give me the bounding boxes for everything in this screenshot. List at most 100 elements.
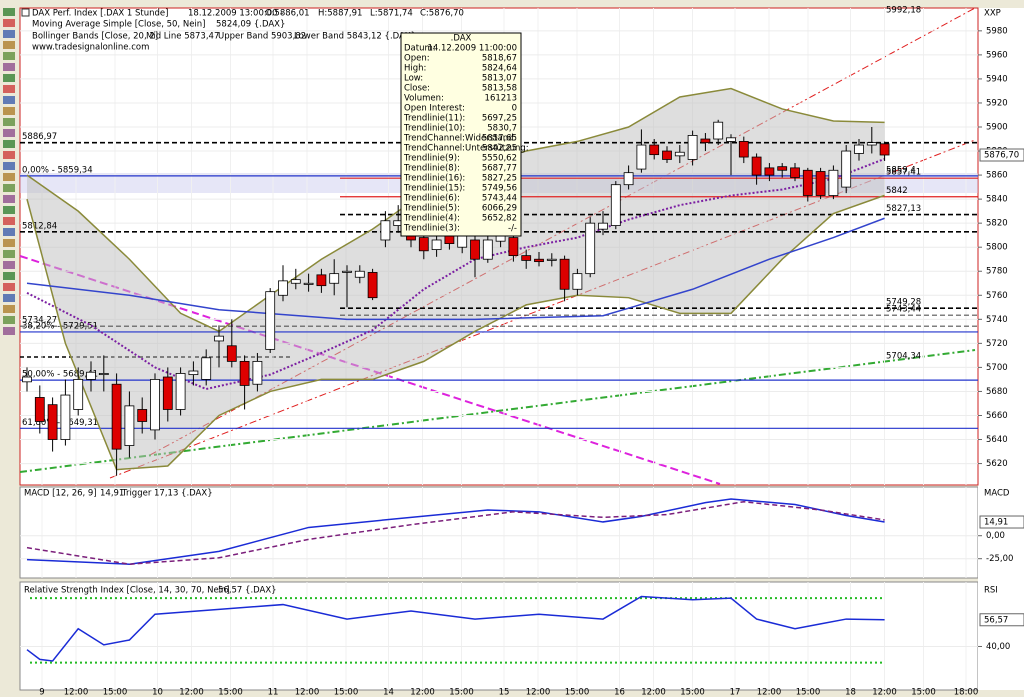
candle-body <box>278 280 288 296</box>
indicator-line <box>26 595 885 662</box>
price-tag <box>979 613 1024 627</box>
ma-label: Moving Average Simple [Close, 50, Nein] <box>32 20 206 30</box>
y-tick-label: 5660 <box>986 411 1008 421</box>
header: DAX Perf. Index [.DAX 1 Stunde] 18.12.20… <box>21 8 1010 596</box>
tooltip-key: Trendlinie(11): <box>403 114 465 124</box>
trend-channel-lower <box>109 139 976 479</box>
tool-icon <box>3 217 15 225</box>
macd-label: MACD [12, 26, 9] <box>24 489 97 499</box>
y-tick-label: 5980 <box>986 26 1008 36</box>
tool-icon <box>3 52 15 60</box>
header-ohlc: L:5871,74 <box>370 9 413 19</box>
tooltip-key: TrendChannel:Widerstand: <box>403 134 516 144</box>
website: www.tradesignalonline.com <box>32 43 149 53</box>
candle-body <box>572 273 583 290</box>
candle-body <box>662 150 672 160</box>
candle-body <box>623 172 634 186</box>
tooltip-value: 5813,58 <box>482 84 517 94</box>
candle-body <box>546 258 557 261</box>
candle-body <box>828 169 839 196</box>
tooltip-key: Datum: <box>404 44 436 54</box>
candle-body <box>841 150 852 188</box>
indicator-line <box>26 500 885 565</box>
x-tick-label: 15:00 <box>911 688 936 697</box>
level-label: 5812,84 <box>22 221 57 231</box>
tool-icon <box>3 74 15 82</box>
level-label: 0,00% - 5859,34 <box>22 165 93 175</box>
candle-body <box>674 151 685 157</box>
candle-body <box>790 167 800 178</box>
candle-body <box>34 397 45 422</box>
tooltip-key: Trendlinie(15): <box>403 184 465 194</box>
x-tick-label: 11 <box>268 688 279 697</box>
tooltip-key: Trendlinie(5): <box>403 204 460 214</box>
icon <box>21 8 30 17</box>
tooltip-value: 161213 <box>485 94 517 104</box>
axis-name: XXP <box>984 9 1001 19</box>
macd-panel <box>19 486 979 579</box>
y-tick-label: 5640 <box>986 435 1008 445</box>
x-tick-label: 14 <box>383 688 394 697</box>
axis-name: RSI <box>984 586 998 596</box>
candle-body <box>60 394 71 440</box>
level-label: 5857,41 <box>886 168 921 178</box>
y-tick-label: 0,00 <box>986 531 1005 541</box>
candle-body <box>265 291 276 350</box>
candle-body <box>777 166 788 171</box>
candle-body <box>508 237 519 257</box>
y-tick-label: 5620 <box>986 459 1008 469</box>
header-title: DAX Perf. Index [.DAX 1 Stunde] <box>32 9 168 19</box>
tooltip-key: Low: <box>404 74 423 84</box>
candle-body <box>252 360 263 385</box>
level-label: 61,80% - 5649,31 <box>22 418 98 428</box>
level-label: 5749,28 <box>886 298 921 308</box>
tool-icon <box>3 30 15 38</box>
x-tick-label: 10 <box>152 688 163 697</box>
y-tick-label: -25,00 <box>986 554 1013 564</box>
candle-body <box>290 279 301 284</box>
y-tick-label: 5720 <box>986 339 1008 349</box>
annotation: 5992,18 <box>886 6 921 16</box>
x-tick-label: 12:00 <box>179 688 204 697</box>
tool-icon <box>3 118 15 126</box>
candle-body <box>418 237 429 252</box>
candle-body <box>226 345 237 362</box>
candle-body <box>98 373 109 376</box>
annotation: 5704,34 <box>886 352 921 362</box>
candle-body <box>585 222 596 275</box>
candle-body <box>303 282 314 285</box>
rsi-panel <box>19 581 979 691</box>
tooltip-key: TrendChannel:Unterstützung: <box>403 144 529 154</box>
tooltip-value: 5824,64 <box>482 64 517 74</box>
bb-lower: Lower Band 5843,12 {.DAX} <box>294 32 416 42</box>
y-tick-label: 5700 <box>986 363 1008 373</box>
ma-value: 5824,09 {.DAX} <box>216 20 285 30</box>
tool-icon <box>3 85 15 93</box>
rsi-label: Relative Strength Index [Close, 14, 30, … <box>24 586 230 596</box>
candle-body <box>367 272 378 299</box>
tool-icon <box>3 63 15 71</box>
x-tick-label: 15:00 <box>449 688 474 697</box>
header-ohlc: C:5876,70 <box>420 9 464 19</box>
bb-upper: Upper Band 5903,82 <box>218 32 306 42</box>
y-tick-label: 40,00 <box>986 642 1010 652</box>
x-tick-label: 17 <box>730 688 741 697</box>
candle-body <box>649 144 660 156</box>
tooltip-key: Trendlinie(10): <box>403 124 465 134</box>
tooltip-key: Close: <box>404 84 430 94</box>
tooltip-value: 5697,25 <box>482 114 517 124</box>
tooltip-key: High: <box>404 64 426 74</box>
axis-name: MACD <box>984 489 1010 499</box>
header-datetime: 18.12.2009 13:00:00 - <box>188 9 283 19</box>
candle-body <box>700 138 711 144</box>
price-tag <box>979 148 1024 162</box>
right-axis <box>978 8 1024 690</box>
bb-label: Bollinger Bands [Close, 20, 2] <box>32 32 158 42</box>
indicator-line <box>26 217 885 321</box>
tool-icon <box>3 305 15 313</box>
x-tick-label: 9 <box>39 688 44 697</box>
tooltip-value: 5687,77 <box>482 164 517 174</box>
header-ohlc: H:5887,91 <box>318 9 362 19</box>
tool-icon <box>3 41 15 49</box>
x-tick-label: 15 <box>499 688 510 697</box>
